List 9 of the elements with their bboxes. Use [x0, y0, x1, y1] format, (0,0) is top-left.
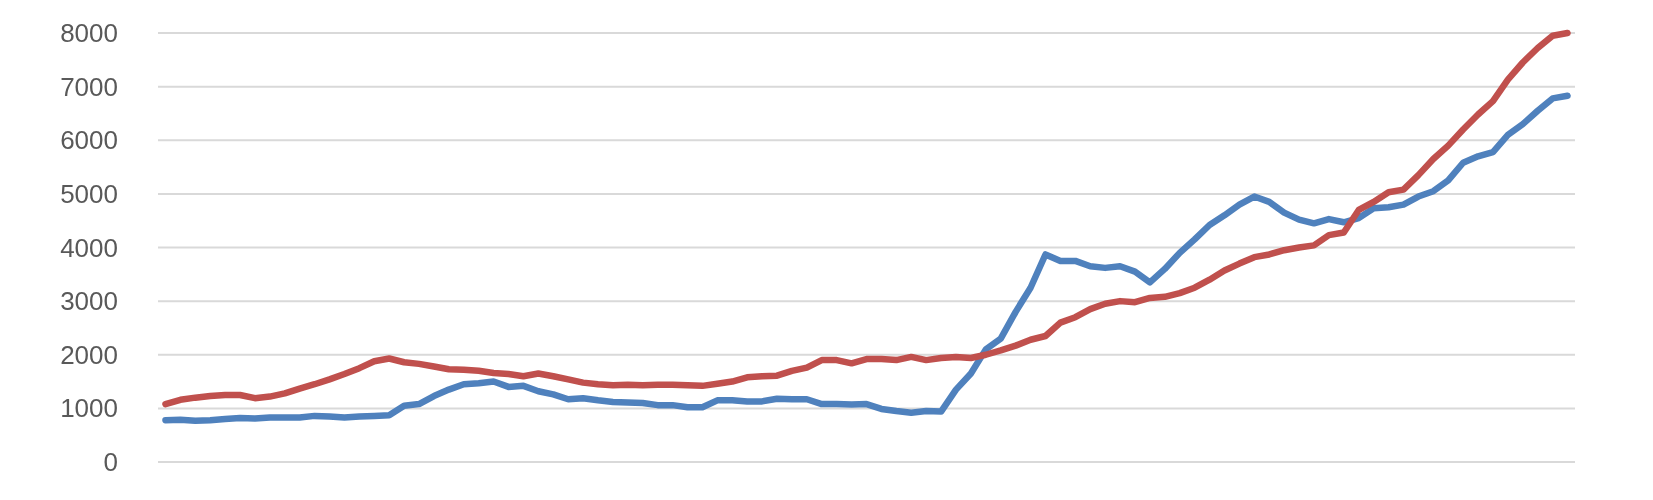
y-tick-label: 3000 — [60, 286, 118, 317]
y-tick-label: 5000 — [60, 178, 118, 209]
y-tick-label: 8000 — [60, 18, 118, 49]
y-tick-label: 4000 — [60, 232, 118, 263]
y-tick-label: 1000 — [60, 393, 118, 424]
y-tick-label: 0 — [103, 447, 118, 478]
y-tick-label: 7000 — [60, 71, 118, 102]
y-tick-label: 2000 — [60, 339, 118, 370]
y-tick-label: 6000 — [60, 125, 118, 156]
